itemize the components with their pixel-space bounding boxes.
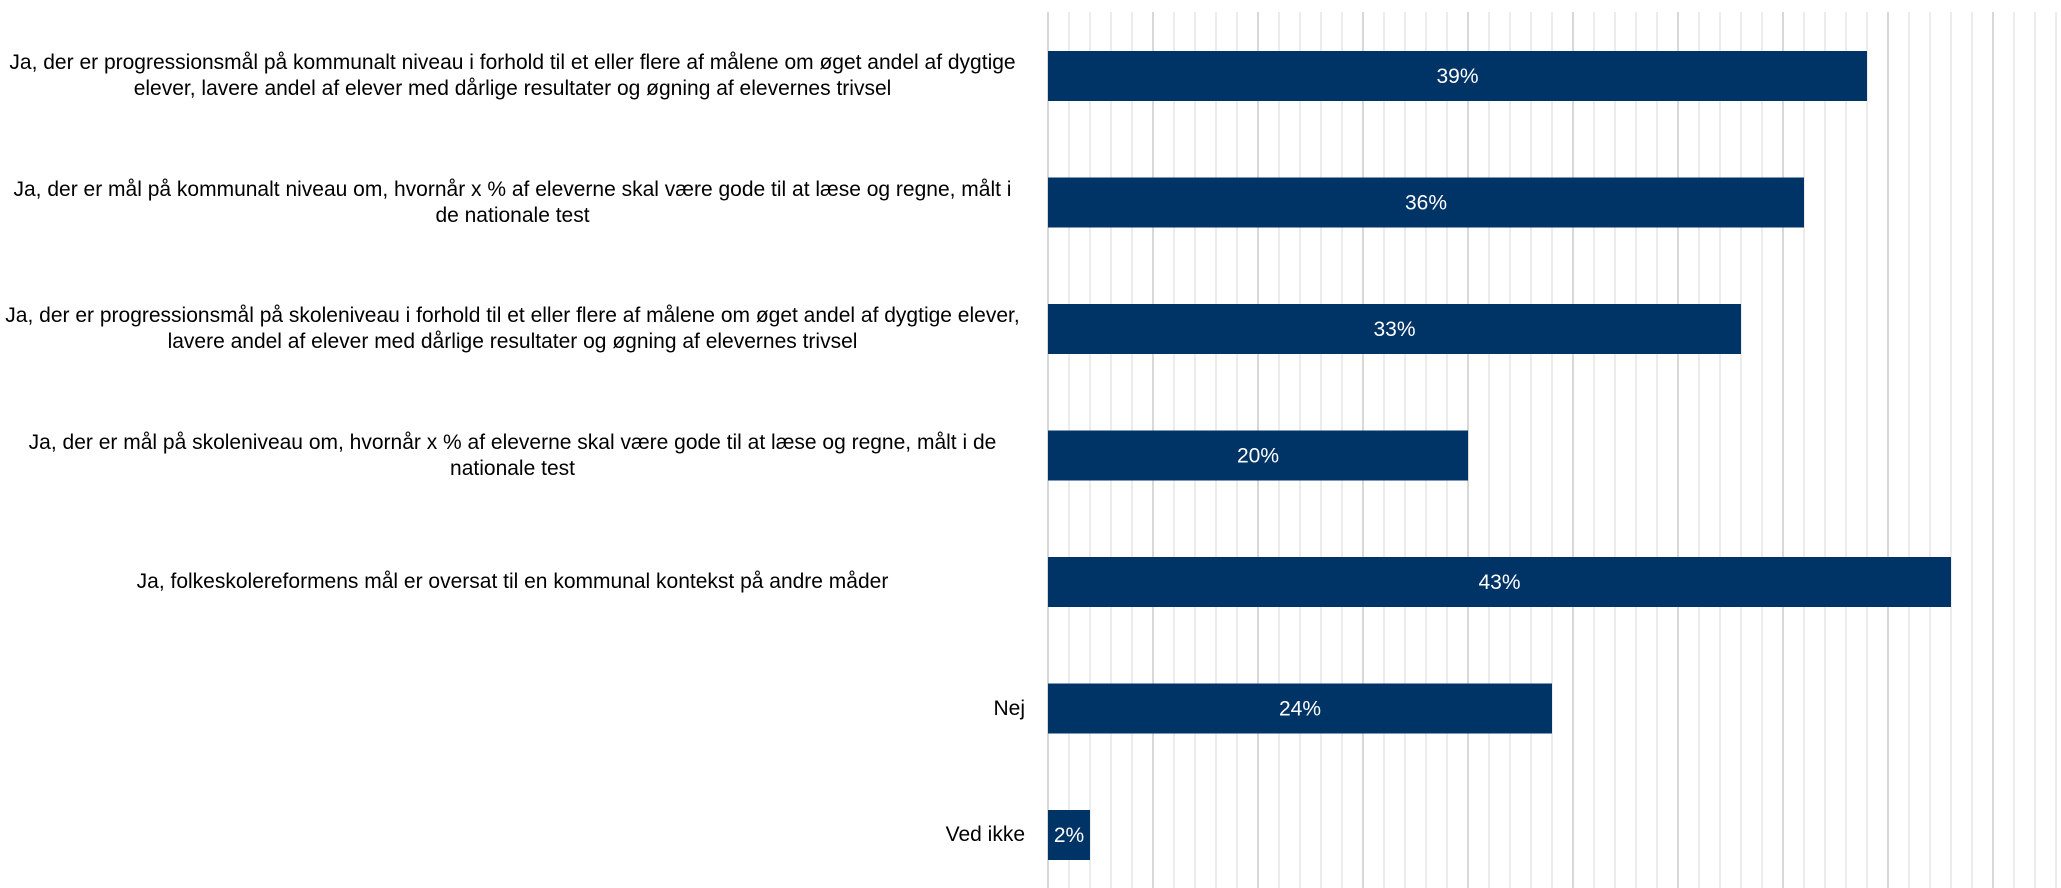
bar (1048, 177, 1804, 228)
bar-value-label: 24% (1279, 698, 1321, 721)
category-label: Nej (993, 696, 1025, 720)
bar (1048, 51, 1867, 101)
category-label: Ja, der er mål på kommunalt niveau om, h… (13, 177, 1012, 227)
category-label: Ja, der er mål på skoleniveau om, hvornå… (28, 430, 997, 480)
bar-value-label: 20% (1237, 445, 1279, 468)
category-label: Ja, folkeskolereformens mål er oversat t… (136, 570, 889, 593)
bar-value-label: 33% (1373, 318, 1415, 341)
bar (1048, 557, 1951, 607)
bar-value-label: 43% (1478, 571, 1520, 594)
bar-value-label: 2% (1054, 824, 1084, 847)
bar (1048, 304, 1741, 354)
bar-value-label: 39% (1436, 65, 1478, 88)
category-label: Ved ikke (945, 823, 1025, 846)
category-label: Ja, der er progressionsmål på kommunalt … (9, 51, 1016, 100)
bar (1048, 810, 1090, 860)
bar (1048, 430, 1468, 481)
bar-value-label: 36% (1405, 192, 1447, 215)
category-label: Ja, der er progressionsmål på skolenivea… (5, 304, 1020, 353)
bar (1048, 683, 1552, 734)
